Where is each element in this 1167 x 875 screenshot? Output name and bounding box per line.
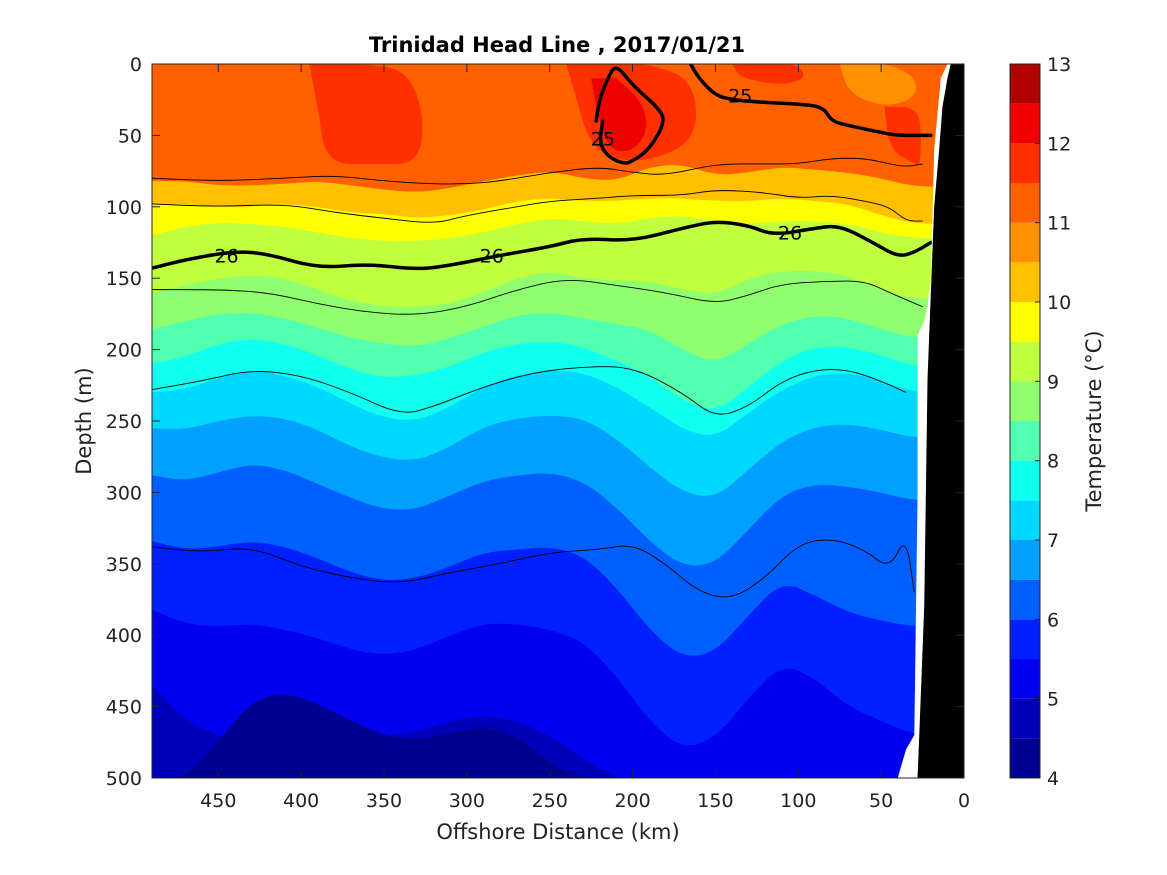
colorbar-tick-label: 13 <box>1047 54 1071 76</box>
warm-patch-4 <box>839 64 917 105</box>
thin-contour-4 <box>152 539 915 598</box>
x-tick-label: 250 <box>532 790 568 812</box>
colorbar-tick-label: 5 <box>1047 689 1059 711</box>
y-tick-label: 350 <box>106 554 142 576</box>
x-tick-label: 450 <box>200 790 236 812</box>
contour-label-text-0: 25 <box>728 85 752 107</box>
colorbar-segment <box>1010 421 1040 461</box>
colorbar-segment <box>1010 619 1040 659</box>
y-axis: 0 50 100 150 200 250 300 350 400 450 500 <box>106 54 964 790</box>
land-mask <box>917 64 964 778</box>
colorbar-segment <box>1010 698 1040 739</box>
x-axis-title: Offshore Distance (km) <box>436 820 679 844</box>
colorbar-segment <box>1010 183 1040 223</box>
x-tick-label: 0 <box>958 790 970 812</box>
colorbar-segment <box>1010 579 1040 620</box>
contour-line-26-2 <box>152 220 933 271</box>
y-tick-label: 450 <box>106 697 142 719</box>
contour-label-0: 25 <box>728 85 752 107</box>
temperature-band-13 <box>152 694 964 778</box>
x-tick-label: 150 <box>697 790 733 812</box>
y-tick-label: 0 <box>130 54 142 76</box>
x-axis: 450 400 350 300 250 200 150 100 50 0 <box>200 64 970 812</box>
contour-label-3: 26 <box>480 245 504 267</box>
colorbar-segment <box>1010 222 1040 263</box>
y-tick-label: 400 <box>106 625 142 647</box>
x-tick-label: 300 <box>449 790 485 812</box>
contour-label-4: 26 <box>778 223 802 245</box>
colorbar-tick-label: 4 <box>1047 768 1059 790</box>
colorbar-segment <box>1010 262 1040 302</box>
colorbar-segment <box>1010 500 1040 540</box>
y-tick-label: 50 <box>118 125 142 147</box>
contour-label-text-2: 26 <box>214 245 238 267</box>
x-tick-label: 100 <box>780 790 816 812</box>
y-axis-title: Depth (m) <box>72 367 96 474</box>
colorbar-tick-label: 6 <box>1047 609 1059 631</box>
chart-title: Trinidad Head Line , 2017/01/21 <box>369 33 745 57</box>
colorbar-tick-label: 12 <box>1047 133 1071 155</box>
y-tick-label: 300 <box>106 482 142 504</box>
colorbar-segment <box>1010 143 1040 183</box>
colorbar-tick-label: 8 <box>1047 451 1059 473</box>
colorbar-segment <box>1010 341 1040 382</box>
colorbar-segment <box>1010 302 1040 342</box>
colorbar-tick-label: 7 <box>1047 530 1059 552</box>
thin-contour-0 <box>152 157 923 185</box>
contour-label-text-4: 26 <box>778 223 802 245</box>
colorbar-tick-label: 9 <box>1047 371 1059 393</box>
contour-label-text-1: 25 <box>591 128 615 150</box>
plot-area: 25 25 26 26 26 <box>152 64 964 778</box>
colorbar-title: Temperature (°C) <box>1082 330 1106 512</box>
warm-patch-2 <box>591 78 647 152</box>
thin-contour-2 <box>152 279 923 315</box>
warm-patch-0 <box>309 64 423 164</box>
colorbar-segment <box>1010 103 1040 144</box>
warm-patch-3 <box>732 64 804 84</box>
x-tick-label: 50 <box>869 790 893 812</box>
colorbar-frame <box>1009 63 1041 779</box>
thin-contour-3 <box>152 366 907 415</box>
contour-label-text-3: 26 <box>480 245 504 267</box>
colorbar-segment <box>1010 381 1040 421</box>
colorbar: 4 5 6 7 8 9 10 11 12 13 <box>1009 54 1071 790</box>
colorbar-segment <box>1010 659 1040 699</box>
contour-label-2: 26 <box>214 245 238 267</box>
colorbar-segment <box>1010 738 1040 778</box>
y-tick-label: 100 <box>106 197 142 219</box>
contour-line-25-1 <box>594 66 665 165</box>
colorbar-segment <box>1010 460 1040 501</box>
y-tick-label: 150 <box>106 268 142 290</box>
thin-contour-1 <box>152 190 923 223</box>
colorbar-tick-label: 10 <box>1047 292 1071 314</box>
x-tick-label: 400 <box>283 790 319 812</box>
colorbar-tick-label: 11 <box>1047 213 1071 235</box>
x-tick-label: 350 <box>366 790 402 812</box>
y-tick-label: 500 <box>106 768 142 790</box>
contour-line-25-0 <box>688 64 933 138</box>
colorbar-segment <box>1010 64 1040 104</box>
colorbar-segment <box>1010 540 1040 580</box>
x-tick-label: 200 <box>614 790 650 812</box>
contour-label-1: 25 <box>591 128 615 150</box>
y-tick-label: 200 <box>106 340 142 362</box>
y-tick-label: 250 <box>106 411 142 433</box>
